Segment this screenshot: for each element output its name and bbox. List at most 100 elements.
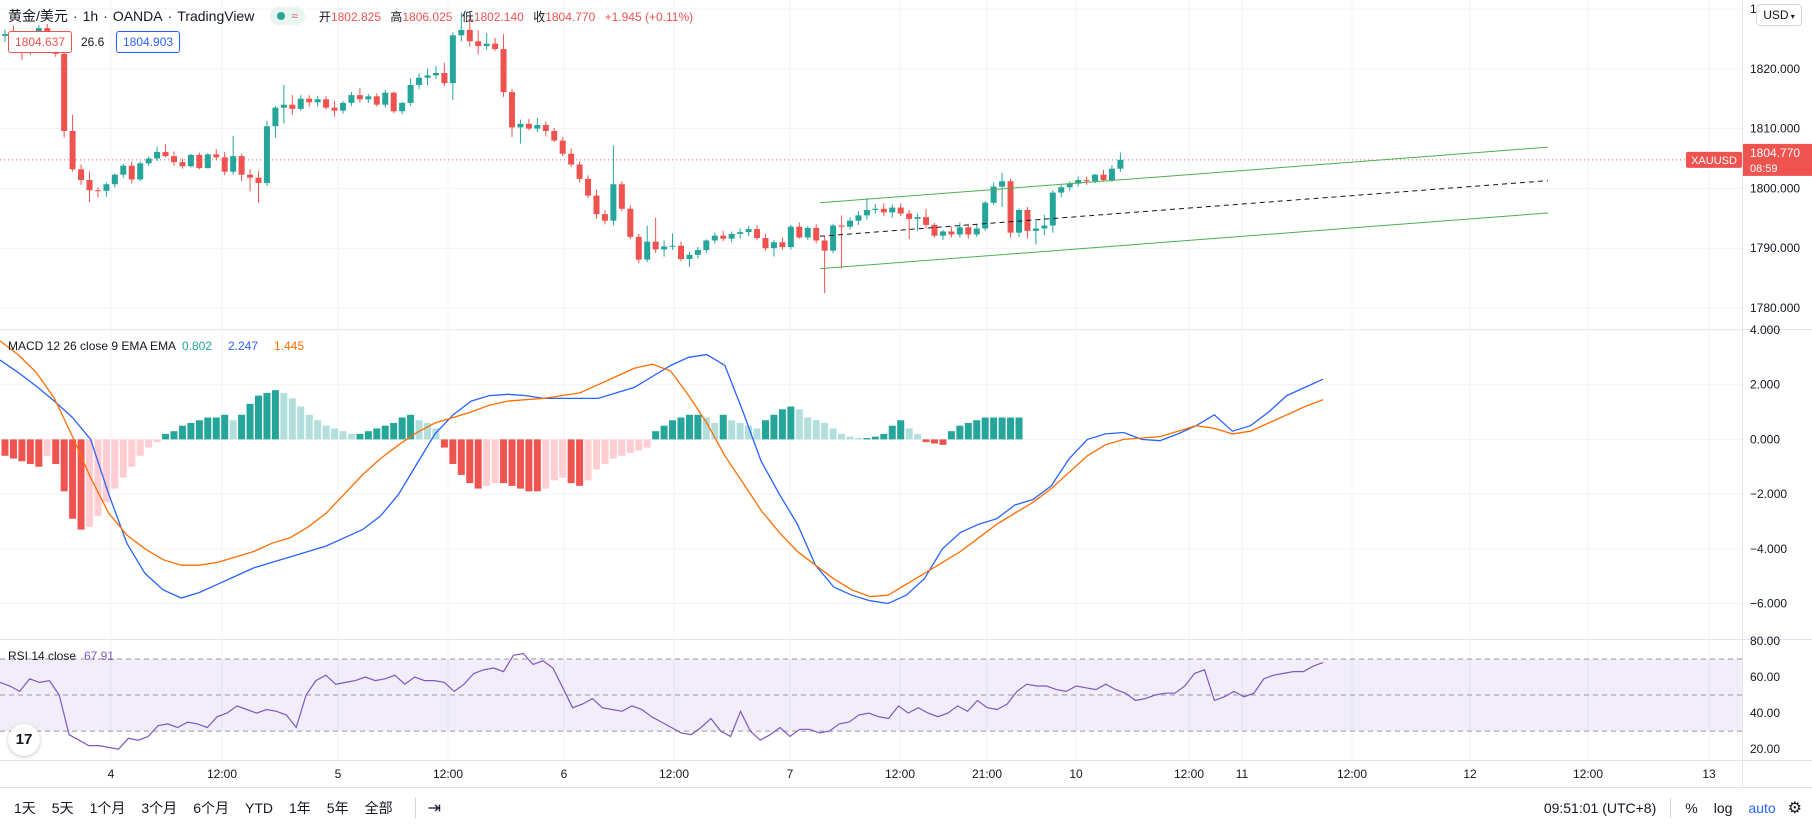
candle-body: [585, 178, 592, 196]
trend-channel-middle-line[interactable]: [819, 180, 1549, 237]
candle-body: [373, 96, 380, 105]
chart-canvas[interactable]: MACD 12 26 close 9 EMA EMA 0.802 2.247 1.44…: [0, 0, 1812, 787]
macd-histogram-bar: [271, 390, 279, 440]
chart-header: 黄金/美元 · 1h · OANDA · TradingView ≈ 开1802…: [8, 6, 699, 26]
candle-body: [939, 231, 946, 236]
time-axis-label: 12:00: [659, 767, 689, 781]
macd-histogram-bar: [398, 417, 406, 440]
candle-body: [272, 107, 279, 127]
candle-body: [872, 208, 879, 210]
candle-body: [711, 235, 718, 241]
macd-histogram-bar: [466, 439, 474, 484]
macd-histogram-bar: [204, 417, 212, 440]
candle-body: [424, 75, 431, 78]
macd-histogram-bar: [863, 438, 871, 440]
log-toggle[interactable]: log: [1713, 799, 1733, 816]
candle-body: [999, 181, 1006, 187]
macd-histogram-bar: [931, 439, 938, 444]
candle-body: [340, 102, 346, 111]
candle-body: [314, 99, 321, 103]
candle-body: [880, 208, 887, 213]
percent-toggle[interactable]: %: [1685, 799, 1698, 816]
macd-histogram-bar: [745, 425, 753, 440]
market-status-badge[interactable]: ≈: [270, 7, 305, 25]
open-value: 1802.825: [330, 9, 381, 24]
price-axis-label: 1800.000: [1750, 181, 1800, 195]
candle-body: [635, 236, 642, 260]
candle-body: [914, 217, 921, 219]
range-5d-button[interactable]: 5天: [51, 799, 74, 816]
candles: [2, 12, 1124, 294]
macd-histogram-bar: [880, 433, 888, 440]
trend-channel[interactable]: [819, 146, 1549, 270]
tradingview-logo-icon[interactable]: 17: [8, 724, 40, 756]
macd-histogram-bar: [1007, 417, 1015, 440]
time-axis-label: 12:00: [1337, 767, 1367, 781]
range-5y-button[interactable]: 5年: [326, 799, 349, 816]
auto-toggle[interactable]: auto: [1748, 799, 1776, 816]
candle-body: [644, 241, 651, 260]
range-1y-button[interactable]: 1年: [288, 799, 311, 816]
interval-label[interactable]: 1h: [82, 8, 99, 24]
candle-body: [737, 232, 744, 234]
platform-label: TradingView: [177, 8, 255, 24]
sell-price-button[interactable]: 1804.637: [8, 31, 73, 53]
macd-histogram-bar: [685, 414, 693, 440]
candle-body: [652, 241, 659, 250]
macd-histogram-bar: [762, 420, 769, 440]
date-range-icon[interactable]: ⇥: [427, 799, 441, 817]
close-label: 收: [533, 9, 546, 24]
macd-histogram-bar: [1015, 417, 1023, 440]
range-1d-button[interactable]: 1天: [14, 799, 36, 816]
range-3m-button[interactable]: 3个月: [141, 799, 178, 816]
macd-histogram-bar: [956, 425, 964, 440]
low-value: 1802.140: [473, 9, 524, 24]
candle-body: [94, 190, 101, 192]
macd-histogram-bar: [457, 439, 465, 475]
range-ytd-button[interactable]: YTD: [244, 799, 273, 816]
candle-body: [356, 95, 363, 100]
time-axis-label: 12: [1463, 767, 1477, 781]
range-1m-button[interactable]: 1个月: [89, 799, 126, 816]
macd-histogram-bar: [331, 428, 339, 440]
macd-histogram-bar: [280, 392, 288, 440]
candle-body: [542, 125, 549, 132]
range-6m-button[interactable]: 6个月: [193, 799, 229, 816]
axes: 4 12:00 5 12:00 6 12:00 7 12:00 21:00 10 12:00 11 12…: [108, 2, 1812, 781]
trend-channel-upper-line[interactable]: [819, 146, 1549, 204]
candle-body: [348, 95, 355, 103]
symbol-title[interactable]: 黄金/美元: [8, 8, 68, 24]
macd-legend-title: MACD 12 26 close 9 EMA EMA: [8, 339, 176, 353]
candle-body: [830, 225, 837, 251]
price-axis-label: 1810.000: [1750, 122, 1800, 136]
rsi-legend-value: 67.91: [84, 649, 114, 663]
candle-body: [787, 226, 794, 248]
candle-body: [230, 156, 237, 172]
candle-body: [1066, 183, 1073, 188]
candle-body: [432, 72, 439, 76]
macd-histogram-bar: [753, 428, 761, 440]
candle-body: [280, 104, 287, 108]
candle-body: [745, 229, 752, 233]
macd-histogram-bar: [128, 439, 136, 467]
macd-histogram-bar: [432, 428, 440, 440]
macd-histogram-bar: [914, 433, 922, 440]
currency-select[interactable]: USD ▾: [1756, 4, 1802, 26]
macd-histogram-bar: [314, 420, 322, 440]
gear-icon[interactable]: ⚙: [1787, 799, 1802, 817]
price-axis-label: 1780.000: [1750, 301, 1800, 315]
trend-channel-lower-line[interactable]: [819, 212, 1549, 270]
macd-histogram-bar: [888, 425, 896, 440]
macd-histogram-bar: [829, 428, 837, 440]
time-axis-label: 12:00: [1174, 767, 1204, 781]
range-all-button[interactable]: 全部: [364, 799, 393, 816]
candle-body: [247, 174, 254, 178]
macd-histogram-bar: [728, 420, 736, 440]
clock-time[interactable]: 09:51:01 (UTC+8): [1543, 799, 1657, 816]
buy-price-button[interactable]: 1804.903: [116, 31, 181, 53]
macd-histogram-bar: [26, 439, 34, 464]
macd-histogram-bar: [145, 439, 153, 448]
macd-histogram-bar: [255, 395, 262, 440]
symbol-tag: [1686, 151, 1742, 168]
macd-histogram-bar: [170, 431, 178, 440]
